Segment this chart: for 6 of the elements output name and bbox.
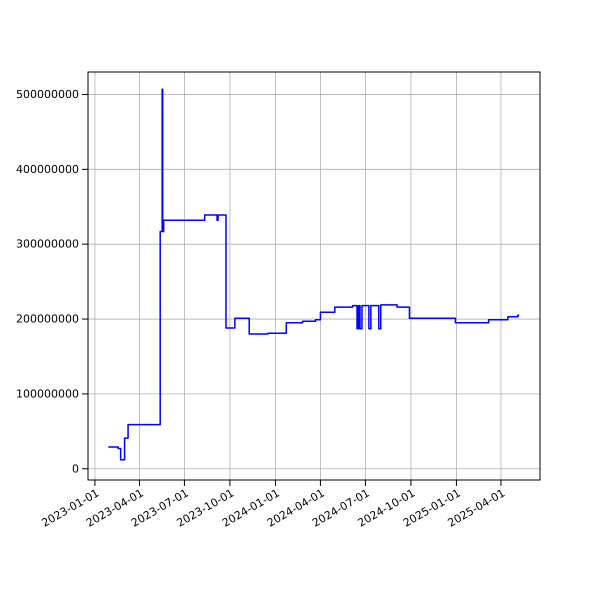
y-tick-label: 500000000 (16, 88, 79, 101)
y-tick-label: 400000000 (16, 162, 79, 176)
y-tick-label: 0 (72, 462, 79, 476)
y-tick-label: 200000000 (16, 312, 79, 326)
y-tick-label: 100000000 (16, 387, 79, 400)
y-tick-label: 300000000 (16, 238, 79, 251)
